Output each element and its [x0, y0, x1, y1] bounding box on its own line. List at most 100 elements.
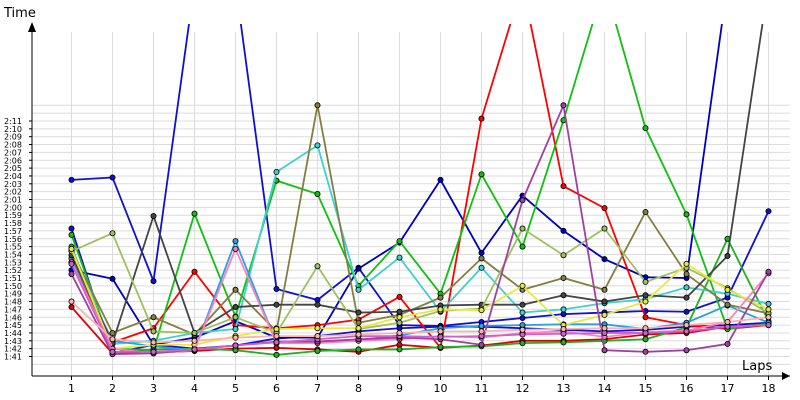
- data-point: [273, 301, 280, 308]
- series-segment: [317, 333, 359, 337]
- series-segment: [399, 346, 441, 351]
- y-tick-label: 2:00: [4, 203, 22, 212]
- series-segment: [727, 321, 769, 326]
- series-segment: [358, 327, 400, 333]
- data-point: [355, 325, 362, 332]
- series-segment: [481, 325, 523, 330]
- series-segment: [399, 336, 441, 341]
- y-tick-label: 1:52: [4, 266, 22, 275]
- data-point: [273, 333, 280, 340]
- series-segment: [235, 328, 277, 337]
- data-point: [232, 238, 239, 245]
- data-point: [642, 348, 649, 355]
- series-segment: [686, 263, 728, 291]
- series-segment: [685, 238, 729, 328]
- data-point: [314, 301, 321, 308]
- data-point: [68, 245, 75, 252]
- series-segment: [522, 323, 564, 326]
- series-segment: [399, 335, 441, 338]
- data-point: [437, 176, 444, 183]
- series-segment: [645, 349, 687, 353]
- series-segment: [604, 338, 646, 342]
- series-segment: [644, 263, 688, 303]
- data-point: [396, 308, 403, 315]
- data-point: [68, 304, 75, 311]
- series-segment: [317, 348, 359, 352]
- data-point: [355, 346, 362, 353]
- data-point: [519, 309, 526, 316]
- data-point: [437, 294, 444, 301]
- series-segment: [685, 214, 729, 330]
- series-segment: [358, 241, 400, 270]
- data-point: [519, 197, 526, 204]
- data-point: [765, 322, 772, 329]
- series-segment: [153, 316, 195, 336]
- series-segment: [275, 265, 319, 334]
- series-segment: [357, 256, 401, 291]
- series-segment: [480, 200, 524, 345]
- data-point: [396, 319, 403, 326]
- data-point: [273, 339, 280, 346]
- y-tick-label: 1:45: [4, 321, 22, 330]
- series-segment: [194, 316, 236, 334]
- series-segment: [563, 294, 605, 303]
- data-point: [150, 348, 157, 355]
- data-point: [273, 285, 280, 292]
- data-point: [642, 292, 649, 299]
- series-segment: [563, 185, 605, 209]
- data-point: [601, 298, 608, 305]
- data-point: [519, 301, 526, 308]
- series-segment: [111, 177, 155, 282]
- series-segment: [276, 350, 318, 356]
- y-axis-title: Time: [3, 6, 36, 21]
- series-segment: [563, 327, 605, 330]
- series-segment: [317, 318, 359, 326]
- series-segment: [358, 316, 400, 330]
- series-segment: [398, 179, 442, 244]
- series-segment: [603, 227, 647, 283]
- series-segment: [358, 321, 400, 330]
- series-segment: [275, 105, 319, 332]
- series-segment: [522, 328, 564, 331]
- data-point: [191, 210, 198, 217]
- series-segment: [235, 320, 277, 339]
- data-point: [724, 318, 731, 325]
- series-segment: [235, 346, 277, 350]
- series-segment: [357, 240, 401, 287]
- series-segment: [399, 325, 441, 330]
- series-segment: [193, 289, 237, 336]
- series-segment: [726, 24, 764, 257]
- series-segment: [399, 330, 441, 334]
- series-segment: [685, 24, 723, 279]
- y-tick-label: 1:57: [4, 227, 22, 236]
- data-point: [396, 238, 403, 245]
- series-segment: [563, 339, 605, 344]
- y-tick-label: 1:50: [4, 282, 22, 291]
- data-point: [560, 252, 567, 259]
- series-segment: [358, 296, 400, 321]
- y-tick-label: 1:46: [4, 313, 22, 322]
- data-point: [232, 334, 239, 341]
- series-segment: [439, 257, 483, 299]
- y-tick-label: 2:05: [4, 164, 22, 173]
- data-point: [355, 319, 362, 326]
- data-point: [68, 260, 75, 267]
- series-segment: [604, 298, 646, 305]
- data-point: [437, 306, 444, 313]
- series-segment: [563, 338, 605, 342]
- data-point: [601, 256, 608, 263]
- series-segment: [440, 308, 482, 312]
- series-segment: [562, 230, 606, 260]
- data-point: [601, 311, 608, 318]
- series-segment: [234, 248, 278, 344]
- data-point: [478, 328, 485, 335]
- series-segment: [727, 288, 769, 311]
- series-segment: [316, 193, 360, 287]
- x-tick-label: 17: [721, 382, 735, 395]
- series-segment: [685, 273, 729, 306]
- data-point: [478, 249, 485, 256]
- series-segment: [481, 339, 523, 347]
- series-segment: [480, 195, 524, 254]
- series-segment: [614, 24, 647, 129]
